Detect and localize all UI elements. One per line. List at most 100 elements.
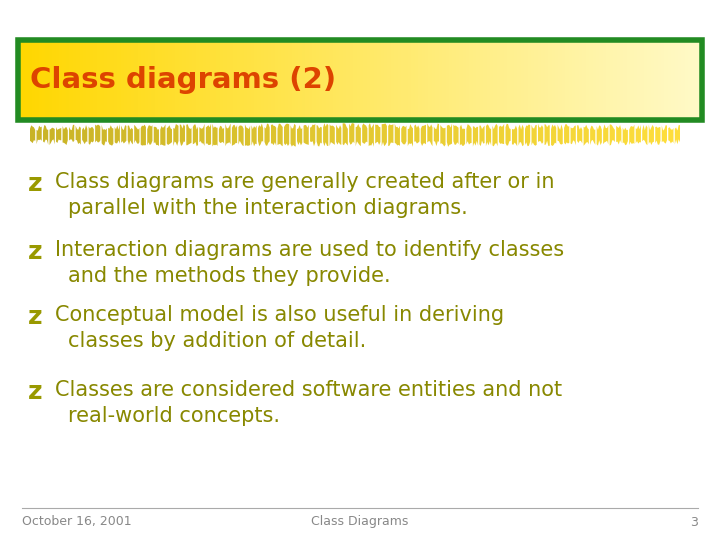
Polygon shape (336, 125, 341, 145)
Polygon shape (245, 124, 250, 146)
Polygon shape (597, 125, 602, 146)
Bar (96, 40, 101, 120)
Bar (268, 40, 272, 120)
Bar (480, 40, 484, 120)
Bar (199, 40, 204, 120)
Bar (66, 40, 71, 120)
Bar (377, 40, 382, 120)
Bar (161, 40, 166, 120)
Bar (83, 40, 87, 120)
Bar (155, 40, 159, 120)
Bar (630, 40, 634, 120)
Bar (340, 40, 344, 120)
Bar (681, 40, 686, 120)
Polygon shape (95, 125, 100, 143)
Polygon shape (629, 125, 634, 145)
Bar (107, 40, 112, 120)
Bar (432, 40, 436, 120)
Text: Class diagrams are generally created after or in: Class diagrams are generally created aft… (55, 172, 554, 192)
Bar (124, 40, 128, 120)
Polygon shape (356, 124, 361, 146)
Bar (240, 40, 245, 120)
Bar (374, 40, 378, 120)
Polygon shape (544, 124, 550, 146)
Bar (425, 40, 429, 120)
Bar (524, 40, 528, 120)
Polygon shape (89, 126, 94, 145)
Polygon shape (382, 124, 387, 146)
Text: z: z (28, 240, 42, 264)
Bar (254, 40, 258, 120)
Bar (504, 40, 508, 120)
Bar (688, 40, 693, 120)
Text: parallel with the interaction diagrams.: parallel with the interaction diagrams. (68, 198, 468, 218)
Bar (408, 40, 413, 120)
Polygon shape (174, 124, 179, 146)
Bar (675, 40, 679, 120)
Polygon shape (668, 127, 673, 144)
Bar (350, 40, 354, 120)
Bar (397, 40, 402, 120)
Polygon shape (82, 125, 87, 144)
Polygon shape (557, 125, 563, 145)
Bar (203, 40, 207, 120)
Polygon shape (330, 124, 335, 146)
Polygon shape (434, 123, 439, 146)
Bar (651, 40, 655, 120)
Polygon shape (525, 124, 530, 146)
Bar (179, 40, 183, 120)
Bar (452, 40, 456, 120)
Polygon shape (121, 125, 127, 144)
Bar (552, 40, 556, 120)
Polygon shape (69, 125, 74, 142)
Polygon shape (603, 124, 608, 144)
Polygon shape (284, 124, 289, 146)
Polygon shape (551, 124, 557, 146)
Polygon shape (193, 124, 198, 146)
Bar (138, 40, 142, 120)
Text: Classes are considered software entities and not: Classes are considered software entities… (55, 380, 562, 400)
Polygon shape (134, 125, 140, 144)
Bar (90, 40, 94, 120)
Polygon shape (258, 124, 264, 146)
Bar (28, 40, 32, 120)
Polygon shape (531, 125, 536, 146)
Polygon shape (161, 124, 166, 146)
Bar (644, 40, 648, 120)
Bar (18, 40, 702, 120)
Bar (473, 40, 477, 120)
Polygon shape (349, 123, 354, 145)
Bar (692, 40, 696, 120)
Bar (243, 40, 248, 120)
Bar (477, 40, 481, 120)
Polygon shape (167, 125, 172, 145)
Bar (620, 40, 624, 120)
Bar (678, 40, 683, 120)
Bar (315, 40, 320, 120)
Bar (586, 40, 590, 120)
Bar (641, 40, 645, 120)
Polygon shape (616, 125, 621, 145)
Bar (603, 40, 607, 120)
Bar (596, 40, 600, 120)
Polygon shape (467, 124, 472, 145)
Polygon shape (76, 126, 81, 145)
Bar (364, 40, 368, 120)
Polygon shape (291, 124, 296, 146)
Bar (521, 40, 525, 120)
Polygon shape (297, 125, 302, 145)
Polygon shape (675, 125, 680, 145)
Polygon shape (277, 124, 283, 146)
Polygon shape (570, 125, 576, 145)
Bar (665, 40, 669, 120)
Bar (459, 40, 464, 120)
Polygon shape (304, 125, 309, 145)
Polygon shape (317, 125, 322, 146)
Bar (387, 40, 392, 120)
Bar (325, 40, 330, 120)
Polygon shape (486, 124, 491, 146)
Bar (151, 40, 156, 120)
Bar (538, 40, 542, 120)
Bar (559, 40, 563, 120)
Polygon shape (108, 125, 113, 146)
